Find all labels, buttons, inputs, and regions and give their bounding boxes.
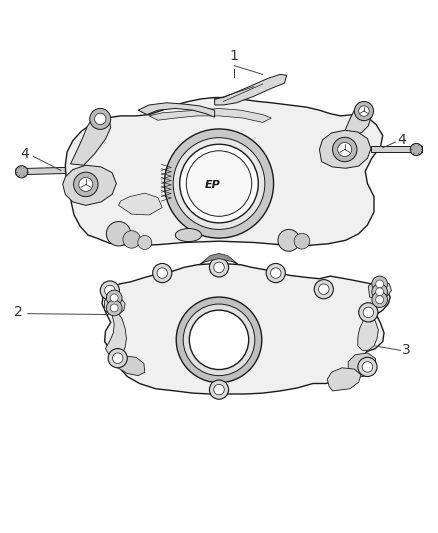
PathPatch shape	[71, 115, 111, 165]
PathPatch shape	[327, 368, 361, 391]
Circle shape	[95, 113, 106, 125]
PathPatch shape	[345, 108, 371, 136]
Circle shape	[79, 177, 93, 191]
PathPatch shape	[215, 75, 287, 105]
Circle shape	[358, 357, 377, 376]
Circle shape	[180, 144, 258, 223]
Circle shape	[354, 101, 374, 120]
Text: 2: 2	[14, 305, 22, 319]
Circle shape	[176, 297, 262, 383]
Circle shape	[266, 263, 286, 282]
Text: EP: EP	[205, 180, 221, 190]
Circle shape	[106, 290, 122, 306]
Circle shape	[332, 138, 357, 161]
Circle shape	[74, 172, 98, 197]
Circle shape	[278, 229, 300, 251]
PathPatch shape	[119, 193, 162, 215]
Circle shape	[157, 268, 167, 278]
Circle shape	[372, 276, 388, 292]
Circle shape	[314, 280, 333, 299]
Circle shape	[123, 231, 141, 248]
PathPatch shape	[368, 280, 392, 299]
PathPatch shape	[105, 296, 125, 314]
PathPatch shape	[358, 314, 378, 350]
Circle shape	[338, 142, 352, 157]
Circle shape	[214, 384, 224, 395]
Circle shape	[214, 262, 224, 272]
Circle shape	[318, 284, 329, 294]
PathPatch shape	[199, 253, 239, 265]
PathPatch shape	[348, 353, 376, 378]
Circle shape	[359, 303, 378, 322]
Circle shape	[363, 307, 374, 318]
PathPatch shape	[138, 103, 215, 117]
Circle shape	[271, 268, 281, 278]
Circle shape	[376, 296, 384, 304]
Circle shape	[362, 362, 373, 372]
Text: 1: 1	[230, 50, 239, 63]
PathPatch shape	[16, 167, 65, 175]
Circle shape	[100, 281, 120, 300]
PathPatch shape	[149, 108, 272, 123]
Circle shape	[189, 310, 249, 369]
Circle shape	[183, 304, 255, 376]
Circle shape	[376, 288, 384, 296]
PathPatch shape	[371, 147, 422, 152]
PathPatch shape	[319, 130, 371, 168]
Circle shape	[90, 108, 111, 130]
Circle shape	[372, 292, 388, 308]
PathPatch shape	[106, 313, 127, 357]
Circle shape	[209, 380, 229, 399]
Circle shape	[106, 222, 131, 246]
Circle shape	[15, 166, 28, 178]
Circle shape	[209, 258, 229, 277]
Circle shape	[110, 294, 118, 302]
Circle shape	[164, 129, 274, 238]
Circle shape	[138, 236, 152, 249]
Ellipse shape	[175, 229, 201, 241]
PathPatch shape	[63, 165, 117, 205]
Circle shape	[106, 300, 122, 316]
Text: 3: 3	[403, 343, 411, 357]
Circle shape	[186, 151, 252, 216]
Circle shape	[110, 304, 118, 312]
Circle shape	[108, 349, 127, 368]
Circle shape	[372, 284, 388, 300]
PathPatch shape	[118, 356, 145, 376]
PathPatch shape	[102, 264, 390, 394]
Circle shape	[173, 138, 265, 229]
Text: 4: 4	[20, 147, 29, 161]
PathPatch shape	[65, 98, 383, 246]
Circle shape	[410, 143, 423, 156]
Circle shape	[359, 106, 369, 116]
Circle shape	[294, 233, 310, 249]
Circle shape	[105, 285, 115, 296]
Text: 4: 4	[397, 133, 406, 147]
Circle shape	[376, 280, 384, 288]
Circle shape	[113, 353, 123, 364]
Circle shape	[152, 263, 172, 282]
